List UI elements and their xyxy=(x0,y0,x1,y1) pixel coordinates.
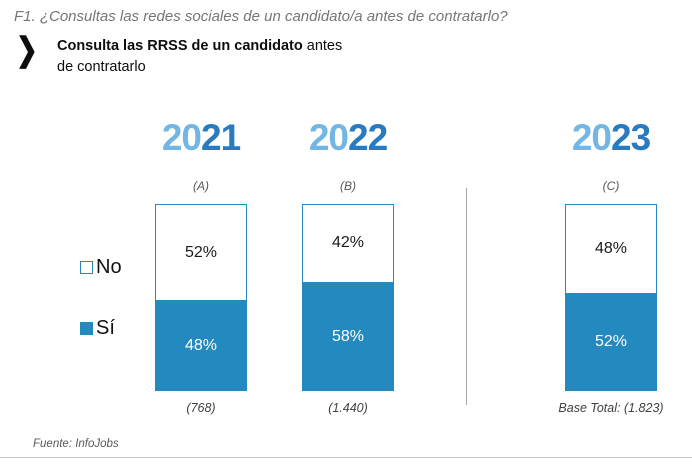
base-label: Base Total: (1.823) xyxy=(558,401,664,415)
bar-value-label: 52% xyxy=(184,243,218,261)
bar-value-label: 42% xyxy=(331,234,365,252)
footer-rule-line xyxy=(0,457,692,458)
chevron-right-icon: ❯ xyxy=(16,30,38,68)
year-dark-digits: 23 xyxy=(611,117,651,158)
column-letter: (C) xyxy=(602,179,620,193)
year-dark-digits: 22 xyxy=(348,117,388,158)
question-label: F1. ¿Consultas las redes sociales de un … xyxy=(14,8,508,25)
subtitle-bold-text: Consulta las RRSS de un candidato xyxy=(57,38,303,54)
bar-segment-no: 48% xyxy=(565,204,657,294)
bar-segment-no: 52% xyxy=(155,204,247,302)
subtitle-regular-text: antes de contratarlo xyxy=(57,38,343,75)
bar-segment-si: 58% xyxy=(302,282,394,391)
year-column-2022: 2022 (B) 42% 58% (1.440) xyxy=(273,118,423,415)
bar-segment-no: 42% xyxy=(302,204,394,283)
legend-label-no: No xyxy=(96,256,122,278)
year-column-2021: 2021 (A) 52% 48% (768) xyxy=(126,118,276,415)
legend-swatch-si-icon xyxy=(80,322,93,335)
year-column-2023: 2023 (C) 48% 52% Base Total: (1.823) xyxy=(536,118,686,416)
column-divider-line xyxy=(466,188,467,405)
year-dark-digits: 21 xyxy=(201,117,241,158)
legend-label-si: Sí xyxy=(96,317,115,339)
year-light-digits: 20 xyxy=(161,117,202,158)
legend-item-no: No xyxy=(80,256,122,279)
legend-item-si: Sí xyxy=(80,317,115,340)
year-label: 2023 xyxy=(536,118,686,158)
bar-segment-si: 52% xyxy=(565,293,657,391)
base-label: (768) xyxy=(186,401,216,415)
year-label: 2021 xyxy=(126,118,276,158)
column-letter: (A) xyxy=(193,179,209,193)
bar-value-label: 48% xyxy=(184,337,218,355)
year-light-digits: 20 xyxy=(571,117,612,158)
stacked-bar: 52% 48% xyxy=(155,204,247,391)
year-light-digits: 20 xyxy=(308,117,349,158)
chart-subtitle: Consulta las RRSS de un candidato antes … xyxy=(57,36,357,78)
year-label: 2022 xyxy=(273,118,423,158)
bar-value-label: 58% xyxy=(331,327,365,345)
bar-value-label: 48% xyxy=(594,239,628,257)
column-letter: (B) xyxy=(340,179,356,193)
source-label: Fuente: InfoJobs xyxy=(33,438,119,450)
base-label: (1.440) xyxy=(328,401,368,415)
stacked-bar: 42% 58% xyxy=(302,204,394,391)
legend-swatch-no-icon xyxy=(80,261,93,274)
bar-value-label: 52% xyxy=(594,333,628,351)
bar-segment-si: 48% xyxy=(155,301,247,391)
stacked-bar: 48% 52% xyxy=(565,204,657,391)
